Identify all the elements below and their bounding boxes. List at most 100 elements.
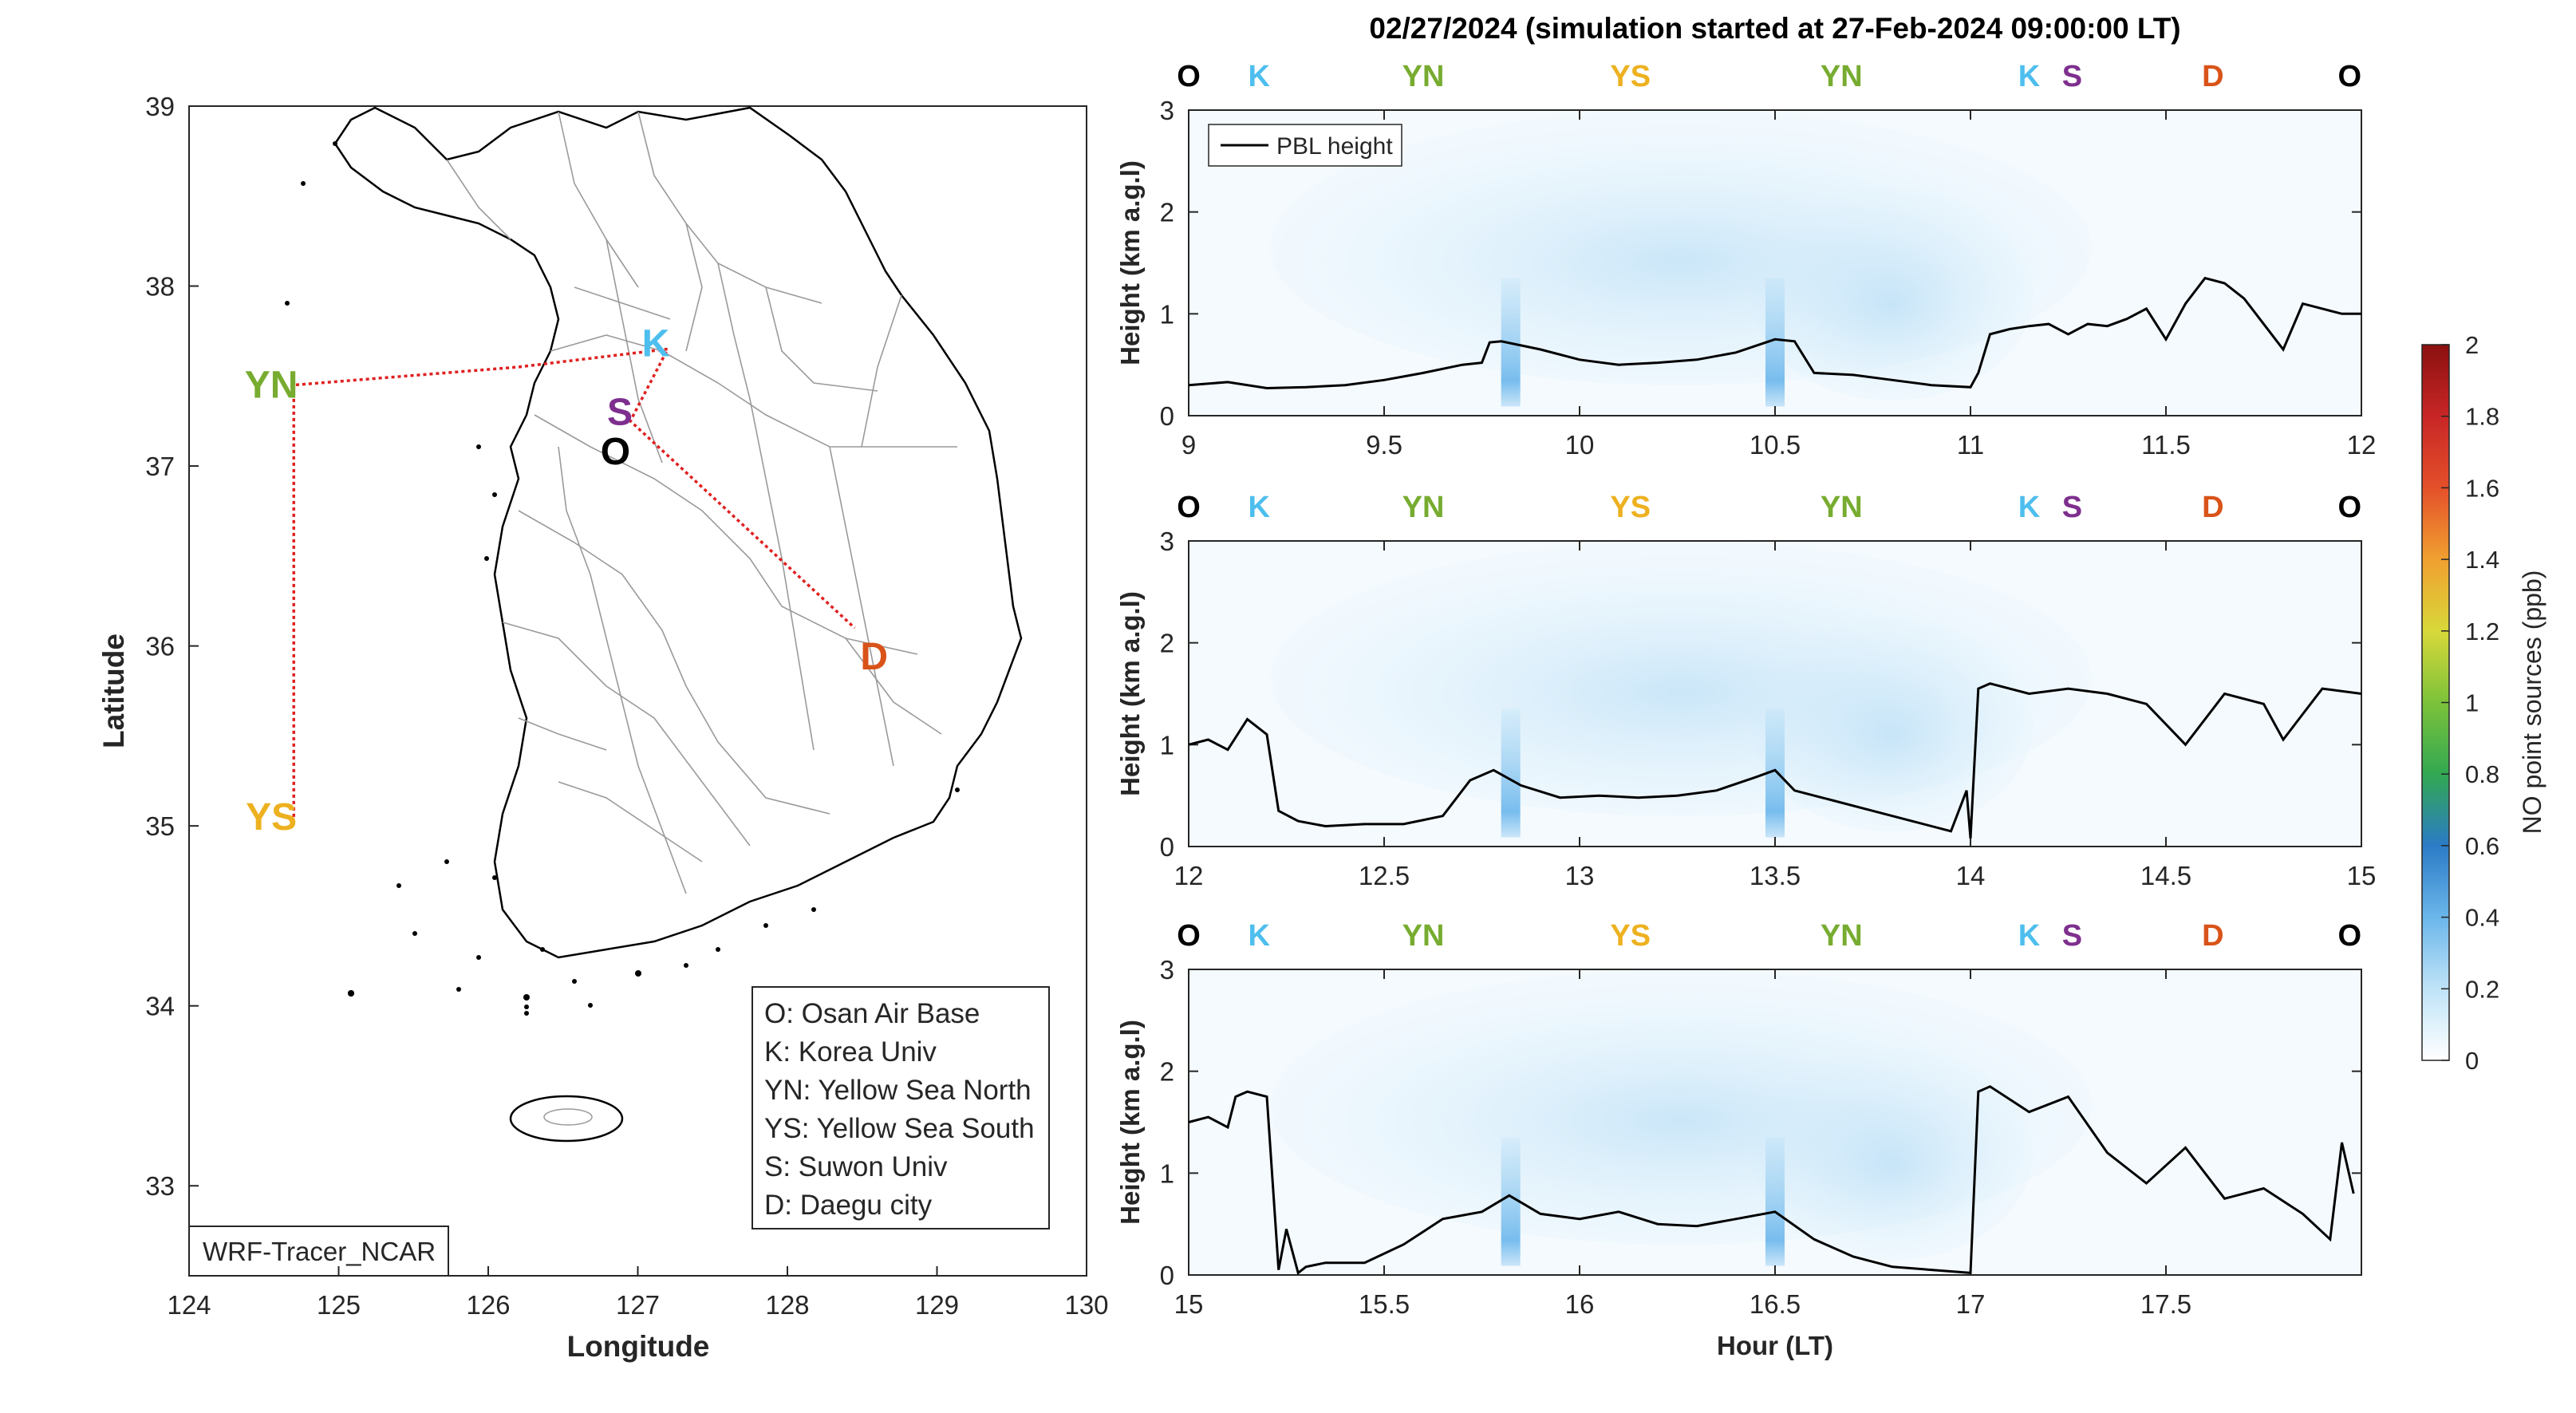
tracer-band (1501, 708, 1521, 838)
xtick-label: 17 (1956, 1289, 1986, 1319)
site-marker-k: K (2018, 60, 2041, 93)
map-site-label-d: D (860, 636, 888, 678)
xtick-label: 15.5 (1359, 1289, 1410, 1319)
xtick-label: 14.5 (2140, 861, 2191, 890)
xtick-label: 17.5 (2140, 1289, 2191, 1319)
xtick-label: 10 (1565, 430, 1595, 460)
panel-ylabel: Height (km a.g.l) (1115, 160, 1145, 365)
site-marker-ys: YS (1610, 491, 1651, 524)
map-ytick-label: 37 (145, 452, 175, 481)
xtick-label: 13.5 (1750, 861, 1801, 890)
map-ytick-label: 33 (145, 1171, 175, 1201)
site-marker-k: K (1248, 919, 1270, 953)
pbl-height-line (1188, 276, 2361, 390)
colorbar-tick-label: 0 (2465, 1047, 2479, 1075)
map-site-label-yn: YN (245, 365, 298, 407)
site-marker-d: D (2202, 491, 2223, 524)
map-xtick-label: 126 (466, 1290, 510, 1320)
xtick-label: 16.5 (1750, 1289, 1801, 1319)
colorbar-label: NO point sources (ppb) (2518, 570, 2546, 835)
legend-entry: S: Suwon Univ (764, 1151, 948, 1182)
ytick-label: 2 (1160, 1057, 1174, 1087)
site-marker-o: O (2338, 919, 2362, 953)
source-label-box (188, 1226, 449, 1277)
ytick-label: 3 (1160, 955, 1174, 985)
site-marker-o: O (1177, 919, 1201, 953)
colorbar-tick-label: 0.8 (2465, 760, 2499, 788)
site-marker-d: D (2202, 919, 2223, 953)
map-site-label-ys: YS (246, 796, 297, 839)
source-label: WRF-Tracer_NCAR (203, 1237, 436, 1266)
xtick-label: 9.5 (1366, 430, 1402, 460)
tracer-band (1765, 1137, 1785, 1266)
xtick-label: 14 (1956, 861, 1986, 890)
height-panel-3: 15 15.5 16 16.5 17 17.5 0 1 2 3 Height (km a.g.l) H… (1115, 919, 2362, 1360)
flight-route-line (292, 347, 856, 817)
site-marker-yn: YN (1821, 60, 1863, 93)
map-xlabel: Longitude (567, 1330, 710, 1363)
site-marker-o: O (2338, 491, 2362, 524)
colorbar-tick-label: 1.4 (2465, 546, 2499, 574)
colorbar-tick-label: 1.2 (2465, 618, 2499, 645)
xtick-label: 11.5 (2141, 430, 2191, 460)
pbl-height-line (1188, 682, 2362, 839)
map-ytick-label: 36 (145, 632, 175, 661)
site-marker-o: O (2338, 60, 2362, 93)
colorbar-tick-label: 1.8 (2465, 403, 2499, 431)
site-marker-s: S (2062, 491, 2082, 524)
site-legend: O: Osan Air Base K: Korea Univ YN: Yellow … (764, 998, 1035, 1221)
site-marker-yn: YN (1402, 491, 1445, 524)
ytick-label: 2 (1160, 629, 1174, 658)
xtick-label: 11 (1957, 430, 1984, 460)
map-xtick-label: 125 (317, 1290, 361, 1320)
legend-entry: K: Korea Univ (764, 1036, 937, 1068)
map-ytick-label: 34 (145, 992, 175, 1021)
xtick-label: 15 (2347, 861, 2377, 890)
site-marker-yn: YN (1821, 491, 1863, 524)
jeju-island-shape (509, 1095, 624, 1143)
site-marker-o: O (1177, 60, 1201, 93)
admin-boundaries (446, 111, 957, 894)
map-xtick-label: 128 (765, 1290, 809, 1320)
site-marker-ys: YS (1610, 60, 1651, 93)
tracer-plume (1751, 1045, 2034, 1260)
ytick-label: 3 (1160, 527, 1174, 556)
site-marker-s: S (2062, 60, 2082, 93)
tracer-band (1501, 1137, 1521, 1266)
map-xtick-label: 129 (915, 1290, 959, 1320)
xtick-label: 12 (2347, 430, 2377, 460)
panel-xlabel: Hour (LT) (1717, 1331, 1833, 1360)
site-marker-k: K (1248, 60, 1270, 93)
colorbar-tick-label: 0.4 (2465, 904, 2499, 932)
map-panel: O KS D YN YS WRF-Tracer_NCAR O: Osan Air Bas… (97, 92, 1109, 1363)
site-marker-yn: YN (1821, 919, 1863, 953)
ytick-label: 1 (1160, 299, 1174, 329)
ytick-label: 1 (1160, 1158, 1174, 1188)
site-marker-d: D (2202, 60, 2223, 93)
korea-peninsula-shape (333, 106, 1023, 959)
colorbar-tick-label: 0.6 (2465, 832, 2499, 860)
ytick-label: 0 (1160, 1261, 1174, 1290)
tracer-plume (1751, 186, 2034, 401)
map-xtick-label: 130 (1064, 1290, 1108, 1320)
panel-ylabel: Height (km a.g.l) (1115, 591, 1145, 796)
ytick-label: 3 (1160, 96, 1174, 125)
islands (285, 141, 960, 1016)
site-marker-s: S (2062, 919, 2082, 953)
tracer-plume (1751, 617, 2034, 831)
map-ytick-label: 39 (145, 92, 175, 121)
xtick-label: 10.5 (1750, 430, 1801, 460)
colorbar-tick-label: 1 (2465, 689, 2479, 717)
colorbar-tick-label: 1.6 (2465, 474, 2499, 502)
xtick-label: 12 (1174, 861, 1204, 890)
map-site-label-k: K (642, 323, 670, 365)
xtick-label: 13 (1565, 861, 1595, 890)
map-ytick-label: 35 (145, 811, 175, 841)
site-marker-ys: YS (1610, 919, 1651, 953)
panel-ylabel: Height (km a.g.l) (1115, 1020, 1145, 1225)
ytick-label: 1 (1160, 730, 1174, 760)
map-site-label-s: S (607, 391, 633, 433)
legend-entry: YN: Yellow Sea North (764, 1075, 1032, 1106)
